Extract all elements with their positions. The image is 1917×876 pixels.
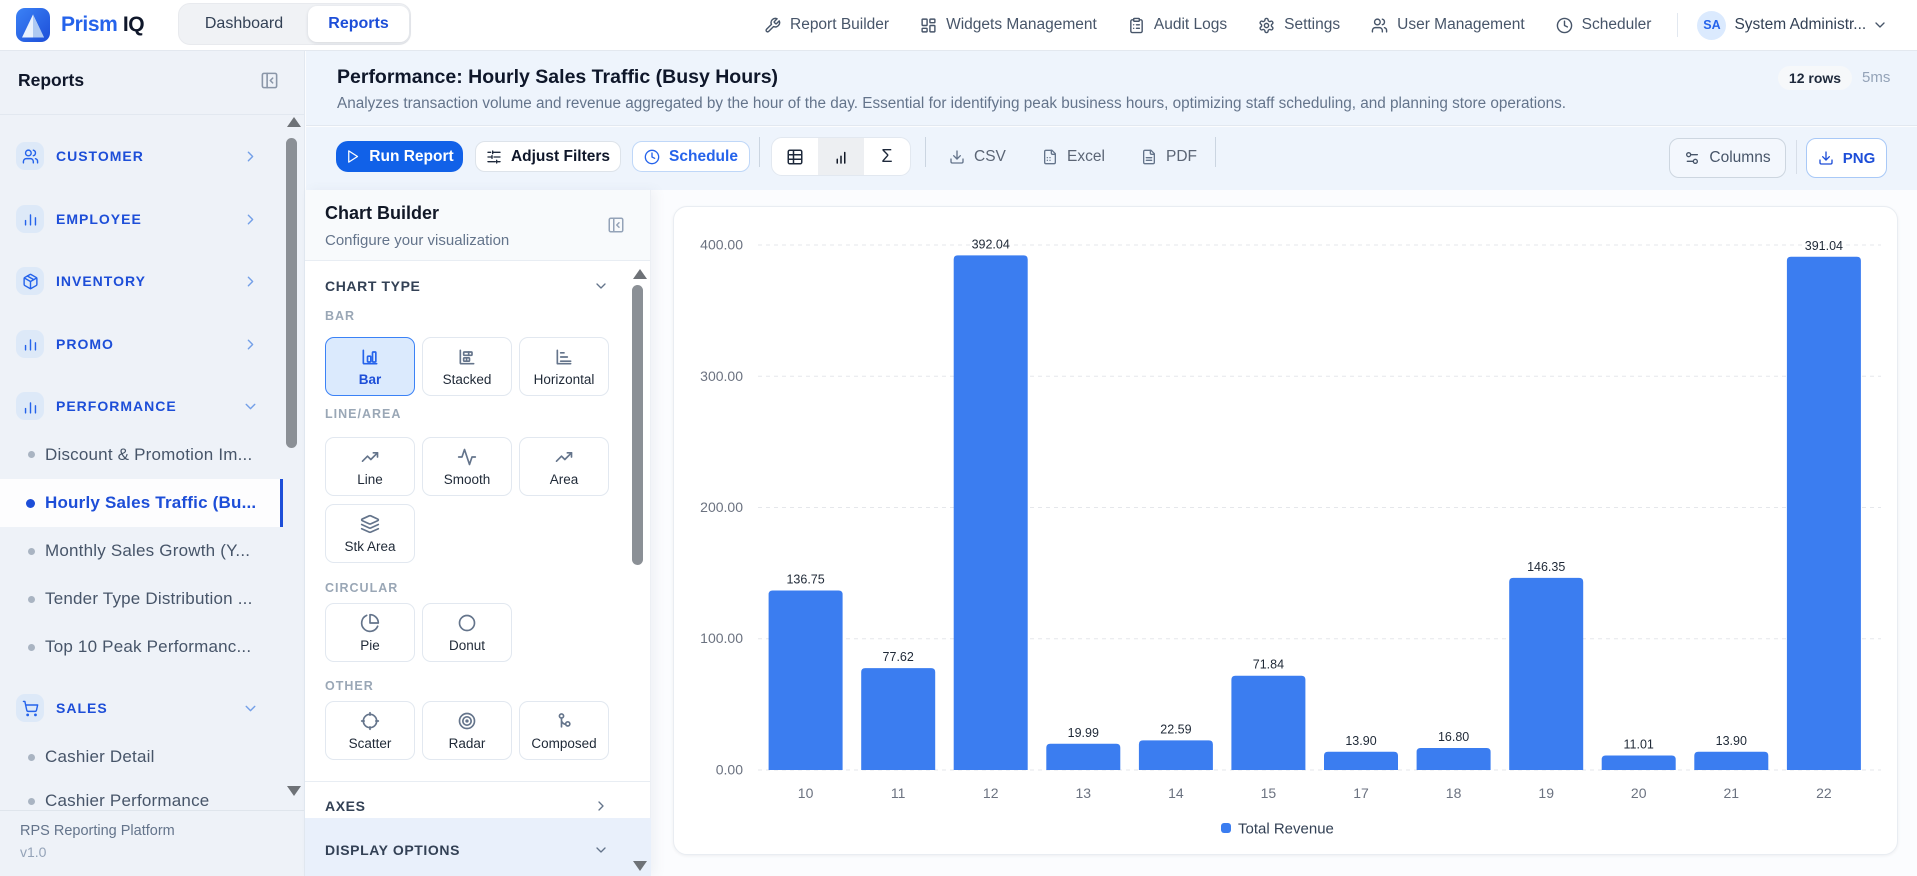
svg-text:391.04: 391.04 [1805, 239, 1843, 253]
svg-text:13: 13 [1076, 785, 1092, 801]
svg-text:10: 10 [798, 785, 814, 801]
svg-text:22: 22 [1816, 785, 1832, 801]
svg-text:17: 17 [1353, 785, 1369, 801]
svg-text:13.90: 13.90 [1345, 734, 1376, 748]
svg-text:146.35: 146.35 [1527, 560, 1565, 574]
svg-text:20: 20 [1631, 785, 1647, 801]
svg-text:300.00: 300.00 [700, 368, 743, 384]
svg-text:136.75: 136.75 [786, 573, 824, 587]
svg-text:Total Revenue: Total Revenue [1238, 821, 1334, 838]
svg-text:19.99: 19.99 [1068, 726, 1099, 740]
svg-text:19: 19 [1538, 785, 1554, 801]
svg-text:77.62: 77.62 [883, 650, 914, 664]
svg-text:15: 15 [1261, 785, 1277, 801]
svg-text:71.84: 71.84 [1253, 658, 1284, 672]
svg-text:200.00: 200.00 [700, 499, 743, 515]
svg-text:18: 18 [1446, 785, 1462, 801]
svg-text:16.80: 16.80 [1438, 730, 1469, 744]
svg-text:392.04: 392.04 [972, 237, 1010, 251]
svg-text:13.90: 13.90 [1716, 734, 1747, 748]
svg-text:12: 12 [983, 785, 999, 801]
svg-text:400.00: 400.00 [700, 237, 743, 253]
svg-text:100.00: 100.00 [700, 630, 743, 646]
svg-text:22.59: 22.59 [1160, 722, 1191, 736]
svg-text:11: 11 [891, 785, 906, 801]
svg-text:21: 21 [1724, 785, 1740, 801]
svg-text:0.00: 0.00 [716, 762, 743, 778]
svg-text:14: 14 [1168, 785, 1184, 801]
svg-text:11.01: 11.01 [1624, 738, 1654, 752]
